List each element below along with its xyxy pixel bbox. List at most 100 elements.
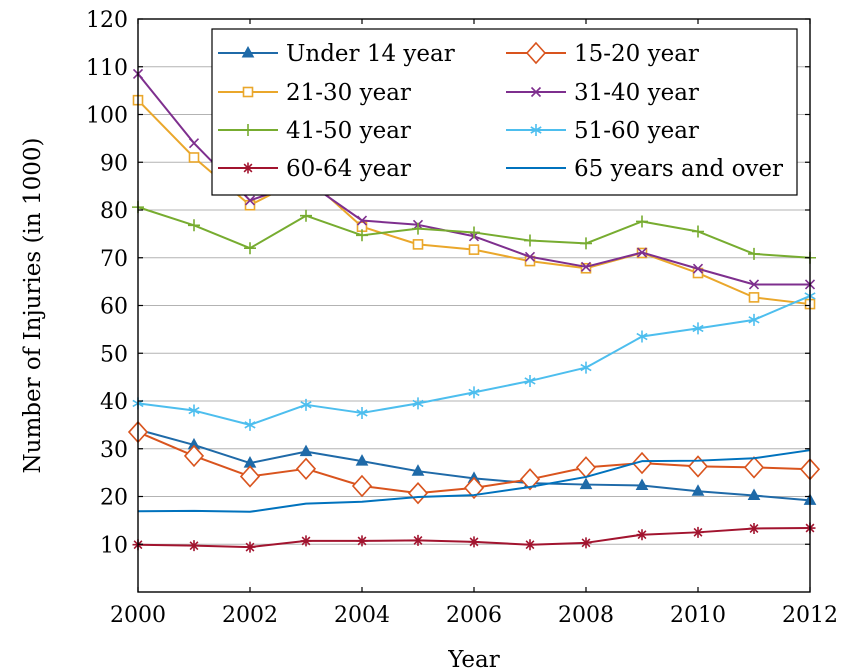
data-point — [463, 476, 485, 500]
data-point — [242, 86, 254, 98]
y-tick-label: 50 — [100, 342, 128, 367]
y-tick-label: 90 — [100, 151, 128, 176]
legend-label: 31-40 year — [574, 80, 699, 106]
data-point — [412, 534, 424, 546]
data-point — [188, 404, 200, 417]
x-tick-label: 2002 — [222, 603, 278, 628]
data-point — [412, 239, 424, 250]
legend-label: Under 14 year — [286, 41, 455, 67]
data-point — [687, 455, 709, 478]
data-point — [631, 451, 653, 475]
data-point — [188, 219, 200, 232]
data-point — [692, 225, 704, 238]
x-tick-label: 2010 — [670, 603, 726, 628]
data-point — [748, 292, 760, 303]
y-tick-label: 30 — [100, 438, 128, 463]
series — [132, 522, 816, 553]
data-point — [356, 229, 368, 242]
data-point — [356, 535, 368, 547]
data-point — [635, 478, 649, 491]
data-point — [530, 86, 542, 98]
data-point — [579, 477, 593, 490]
data-point — [239, 465, 261, 488]
legend-label: 60-64 year — [286, 156, 411, 182]
data-point — [356, 406, 368, 419]
data-point — [636, 215, 648, 228]
data-point — [241, 45, 255, 58]
legend-label: 15-20 year — [574, 41, 699, 67]
data-point — [524, 539, 536, 551]
data-point — [244, 541, 256, 553]
data-point — [524, 234, 536, 247]
data-point — [468, 536, 480, 548]
y-tick-label: 60 — [100, 295, 128, 320]
legend-item: 65 years and over — [506, 156, 783, 182]
data-point — [748, 247, 760, 260]
y-tick-label: 100 — [86, 104, 128, 129]
legend-label: 65 years and over — [574, 156, 783, 182]
legend-item: 21-30 year — [218, 80, 411, 106]
x-tick-label: 2012 — [782, 603, 838, 628]
legend-item: 60-64 year — [218, 156, 411, 182]
legend-box — [211, 28, 798, 196]
data-point — [299, 444, 313, 457]
y-tick-label: 40 — [100, 390, 128, 415]
data-point — [242, 162, 254, 174]
data-point — [636, 529, 648, 541]
data-point — [411, 464, 425, 476]
series — [127, 420, 821, 505]
x-axis-title: Year — [447, 647, 500, 672]
data-point — [412, 222, 424, 235]
data-point — [636, 247, 648, 258]
data-point — [300, 535, 312, 547]
data-point — [580, 237, 592, 250]
data-point — [355, 454, 369, 466]
data-point — [468, 226, 480, 239]
x-tick-label: 2008 — [558, 603, 614, 628]
data-point — [580, 261, 592, 272]
data-point — [295, 457, 317, 481]
data-point — [468, 244, 480, 255]
legend-label: 41-50 year — [286, 118, 411, 144]
legend-label: 51-60 year — [574, 118, 699, 144]
series — [132, 201, 816, 264]
legend-item: 51-60 year — [506, 118, 699, 144]
y-tick-label: 110 — [86, 56, 128, 81]
data-point — [242, 124, 254, 136]
data-point — [524, 374, 536, 387]
data-point — [351, 474, 373, 498]
data-point — [748, 522, 760, 534]
series-group — [127, 68, 821, 553]
data-point — [468, 386, 480, 399]
data-point — [188, 138, 200, 149]
data-point — [519, 468, 541, 491]
data-point — [580, 361, 592, 374]
x-tick-label: 2004 — [334, 603, 390, 628]
data-point — [300, 209, 312, 222]
axis-ticks: 10 20 30 40 50 60 70 80 90 100 110 120 2000 2002 2004 2… — [86, 8, 838, 628]
data-point — [244, 195, 256, 206]
data-point — [407, 481, 429, 505]
data-point — [692, 322, 704, 335]
data-point — [244, 199, 256, 211]
series — [132, 289, 816, 431]
y-tick-label: 80 — [100, 199, 128, 224]
legend-item: Under 14 year — [218, 41, 455, 67]
y-tick-label: 20 — [100, 486, 128, 511]
series-line — [137, 449, 811, 513]
y-tick-label: 120 — [86, 8, 128, 33]
y-tick-label: 10 — [100, 533, 128, 558]
x-tick-label: 2006 — [446, 603, 502, 628]
data-point — [188, 540, 200, 552]
data-point — [244, 242, 256, 255]
data-point — [748, 279, 760, 290]
data-point — [530, 124, 542, 136]
data-point — [525, 41, 547, 65]
legend-item: 15-20 year — [506, 41, 699, 67]
legend: Under 14 year 15-20 year 21-30 year 31-40 y… — [211, 28, 798, 196]
data-point — [692, 263, 704, 274]
legend-label: 21-30 year — [286, 80, 411, 106]
data-point — [691, 484, 705, 496]
y-tick-label: 70 — [100, 247, 128, 272]
